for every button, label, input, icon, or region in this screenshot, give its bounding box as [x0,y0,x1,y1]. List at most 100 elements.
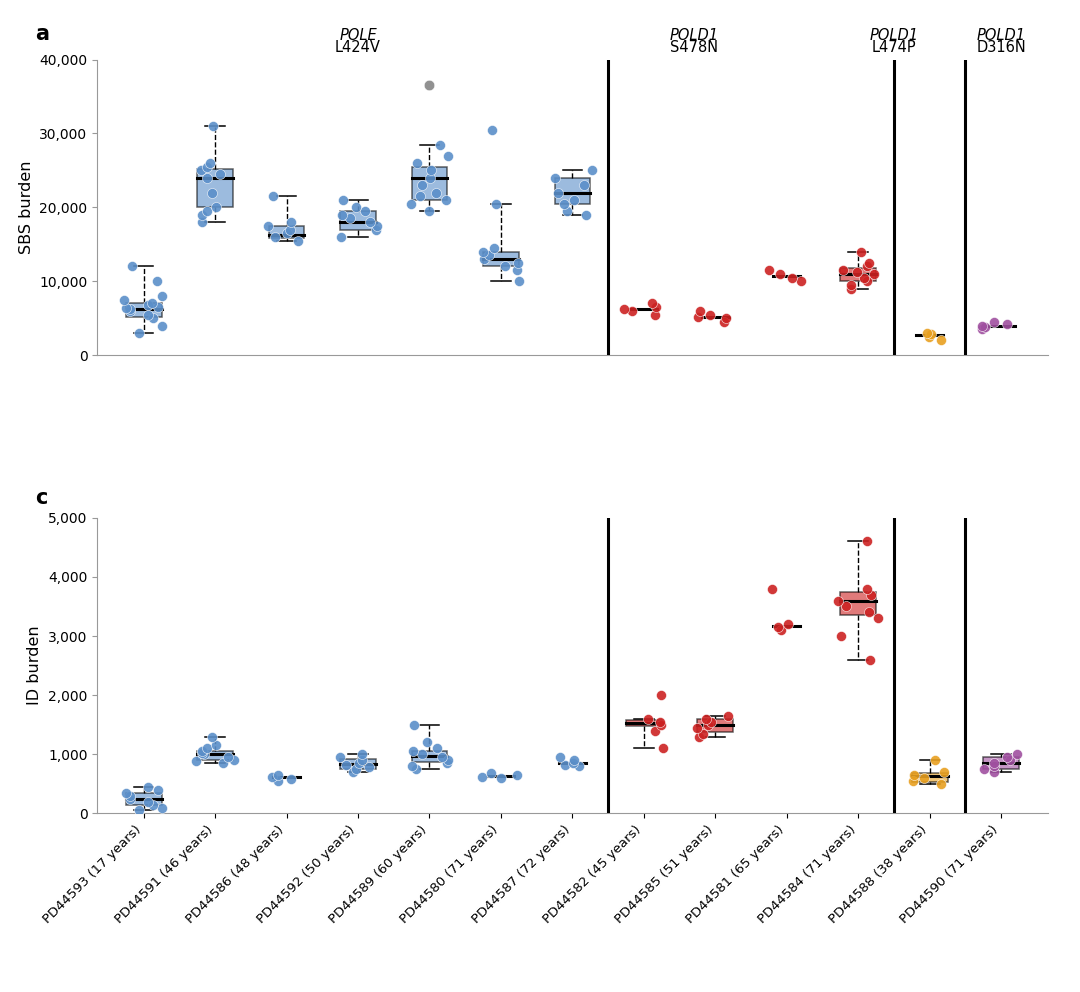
Point [566,752,583,768]
Point [771,266,788,282]
Point [869,610,887,626]
Point [362,214,379,230]
Point [204,729,221,745]
Point [153,288,171,304]
Point [198,159,215,175]
Point [279,225,296,241]
Point [432,137,449,153]
Point [862,652,879,668]
Point [422,163,440,179]
Point [438,755,456,771]
Point [118,300,135,315]
Point [361,760,378,776]
Bar [912,773,947,782]
Bar [483,252,518,267]
Point [577,206,594,222]
Point [144,296,161,311]
Point [916,770,933,786]
Point [508,262,525,278]
Point [270,773,287,789]
Point [698,711,715,727]
Text: c: c [36,488,48,508]
Point [150,300,167,315]
Point [348,761,365,777]
Point [904,773,921,789]
Point [418,734,435,750]
Point [405,743,422,759]
Point [985,758,1002,774]
Point [690,309,707,324]
Point [139,307,157,322]
Point [772,622,789,638]
Point [145,797,162,812]
Point [861,604,878,620]
Point [858,580,875,596]
Point [922,326,940,342]
Point [130,803,147,818]
Point [833,628,850,644]
Y-axis label: ID burden: ID burden [27,626,42,705]
Point [558,203,576,219]
Point [205,118,222,134]
Point [266,229,283,245]
Point [474,769,491,785]
Point [583,163,600,179]
Point [829,592,847,608]
Bar [125,304,162,317]
Point [654,740,672,756]
Point [644,296,661,311]
Point [998,316,1015,332]
Point [428,740,445,756]
Point [282,221,299,237]
Point [199,203,216,219]
Text: L474P: L474P [872,40,916,56]
Point [700,717,717,733]
Point [413,746,430,762]
Point [691,303,708,318]
Point [976,319,994,335]
Point [973,321,990,337]
Point [406,717,423,733]
Point [341,210,359,226]
Point [207,737,225,753]
Point [347,199,364,215]
Point [859,259,876,275]
Point [702,714,719,730]
Point [483,765,500,781]
Point [139,794,157,809]
Point [852,244,869,260]
Point [204,185,221,200]
Point [270,767,287,783]
Point [483,122,500,138]
Point [440,752,457,768]
Point [118,785,135,801]
Point [353,752,370,768]
Point [148,274,165,290]
Point [356,203,374,219]
Point [433,749,450,765]
Point [121,303,138,318]
Point [368,218,386,234]
Point [551,749,568,765]
Point [411,188,429,204]
Point [193,743,211,759]
Point [193,214,211,230]
Point [769,619,786,635]
Text: POLD1: POLD1 [670,28,718,44]
Point [859,534,876,550]
Point [139,297,157,312]
Point [437,192,455,208]
Point [265,188,282,204]
Point [408,155,426,171]
Point [783,270,800,286]
Point [345,764,362,780]
Point [842,281,860,297]
Point [690,729,707,745]
Point [646,307,663,322]
Point [646,723,663,739]
Point [130,325,147,341]
Point [421,77,438,93]
Point [474,244,491,260]
Point [337,757,354,773]
Point [407,761,424,777]
